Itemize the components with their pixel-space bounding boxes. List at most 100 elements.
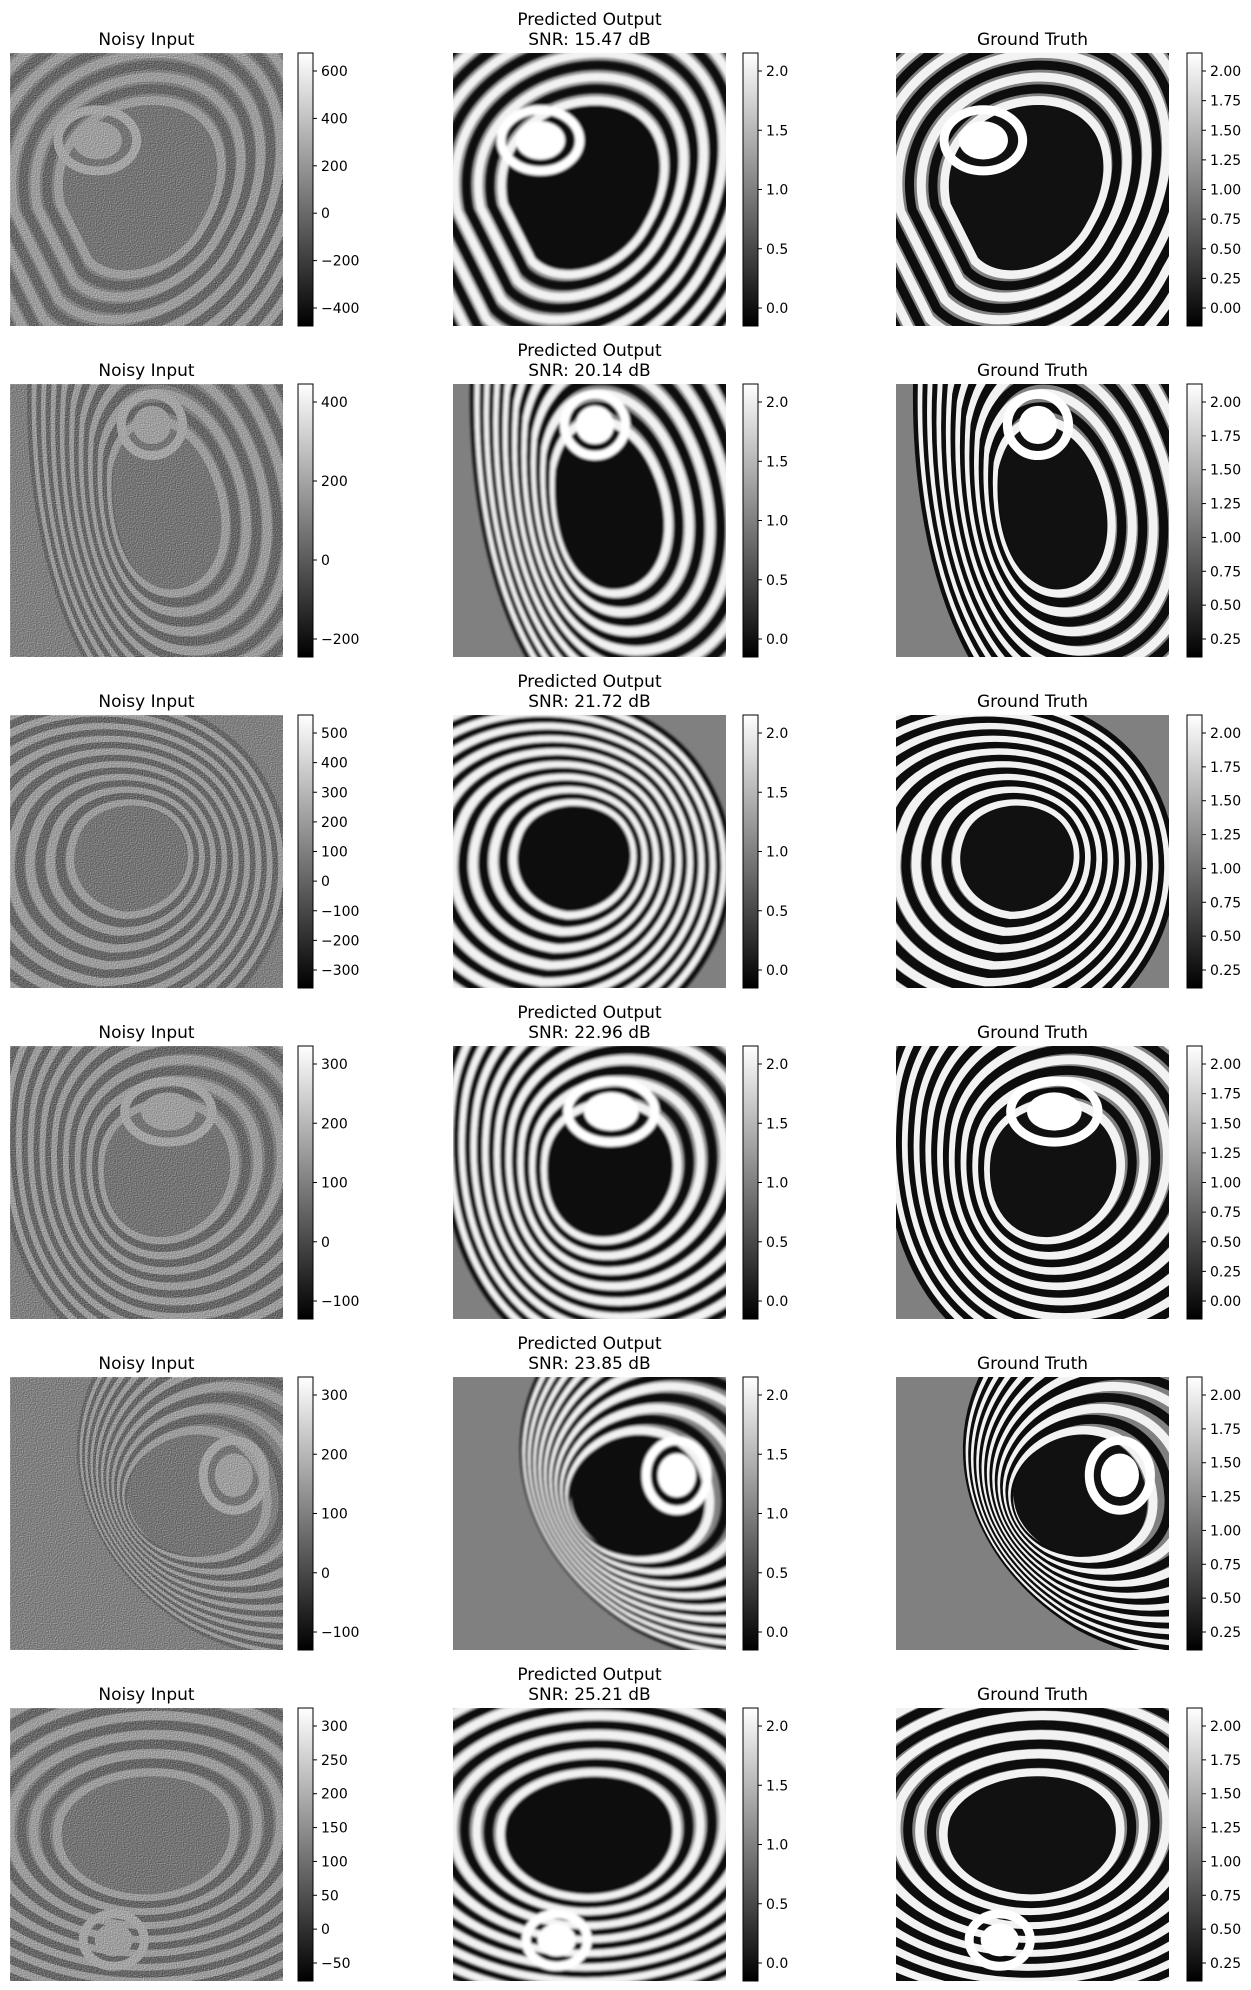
noisy-panel: Noisy Input 300 200 100 0 −100 — [10, 1023, 359, 1320]
colorbar-tick-label: 400 — [321, 395, 348, 411]
colorbar-tick: 100 — [313, 1854, 348, 1870]
colorbar-tick: −300 — [313, 963, 359, 979]
colorbar-tick: −400 — [313, 301, 359, 317]
colorbar-tick: 1.25 — [1202, 497, 1241, 513]
snr-label: SNR: 25.21 dB — [528, 1685, 650, 1705]
panel-title: Predicted Output — [517, 1334, 662, 1354]
colorbar-tick-label: 100 — [321, 1854, 348, 1870]
colorbar-tick: −200 — [313, 933, 359, 949]
colorbar-tick-label: 2.0 — [766, 1719, 788, 1735]
colorbar: 2.0 1.5 1.0 0.5 0.0 — [742, 714, 788, 989]
result-row: Noisy Input 400 200 0 −200 Predicted OutputSN… — [10, 341, 1241, 658]
colorbar-tick-label: 1.25 — [1210, 1490, 1241, 1506]
colorbar: 2.00 1.75 1.50 1.25 1.00 0.75 0.50 0.25 0.00 — [1186, 1045, 1241, 1320]
colorbar-tick-label: 0.0 — [766, 1956, 788, 1972]
colorbar-tick: 0.0 — [758, 1294, 788, 1310]
colorbar-tick-label: 0.0 — [766, 1294, 788, 1310]
snr-label: SNR: 22.96 dB — [528, 1023, 650, 1043]
colorbar-tick: 100 — [313, 1176, 348, 1192]
colorbar-tick: 2.00 — [1202, 1719, 1241, 1735]
colorbar-tick: 1.5 — [758, 1116, 788, 1132]
panel-title: Noisy Input — [98, 1354, 195, 1374]
colorbar-tick-label: 600 — [321, 64, 348, 80]
colorbar-tick-label: 0.0 — [766, 963, 788, 979]
result-row: Noisy Input 600 400 200 0 −200 −400 Predicted O… — [10, 10, 1241, 327]
fringe-image — [896, 715, 1169, 988]
colorbar-tick: 1.0 — [758, 514, 788, 530]
colorbar-tick-label: 250 — [321, 1753, 348, 1769]
fringe-image — [896, 384, 1169, 657]
truth-panel: Ground Truth 2.00 1.75 1.50 1.25 1.00 0.75 0.50… — [896, 361, 1241, 658]
colorbar-tick: 2.0 — [758, 726, 788, 742]
colorbar-tick: 300 — [313, 785, 348, 801]
colorbar: 2.0 1.5 1.0 0.5 0.0 — [742, 1376, 788, 1651]
colorbar-tick-label: 50 — [321, 1888, 339, 1904]
colorbar-tick: 0.00 — [1202, 301, 1241, 317]
colorbar: 500 400 300 200 100 0 −100 −200 −300 — [297, 714, 359, 989]
colorbar-tick-label: 1.5 — [766, 1778, 788, 1794]
colorbar-tick: 0.50 — [1202, 598, 1241, 614]
colorbar-tick-label: 1.50 — [1210, 123, 1241, 139]
colorbar-tick: −200 — [313, 254, 359, 270]
colorbar-tick-label: 0.75 — [1210, 1205, 1241, 1221]
colorbar-tick: 0 — [313, 206, 330, 222]
colorbar-tick: 2.00 — [1202, 395, 1241, 411]
colorbar: 600 400 200 0 −200 −400 — [297, 52, 359, 327]
colorbar-tick: 1.5 — [758, 123, 788, 139]
colorbar-tick: −100 — [313, 1294, 359, 1310]
panel-title: Noisy Input — [98, 1023, 195, 1043]
colorbar-tick-label: 0.25 — [1210, 1956, 1241, 1972]
colorbar-tick: 0.50 — [1202, 929, 1241, 945]
colorbar-tick-label: 0.75 — [1210, 1888, 1241, 1904]
colorbar-tick: 0 — [313, 1566, 330, 1582]
colorbar: 2.00 1.75 1.50 1.25 1.00 0.75 0.50 0.25 — [1186, 383, 1241, 658]
colorbar-tick: 100 — [313, 1507, 348, 1523]
colorbar-tick: 0.0 — [758, 632, 788, 648]
fringe-image — [453, 1046, 726, 1319]
colorbar-tick: 0.5 — [758, 573, 788, 589]
colorbar-tick-label: 0.75 — [1210, 212, 1241, 228]
colorbar-tick: 200 — [313, 1116, 348, 1132]
colorbar-tick-label: 0.50 — [1210, 242, 1241, 258]
colorbar-tick-label: 0 — [321, 874, 330, 890]
colorbar-tick-label: 200 — [321, 1787, 348, 1803]
colorbar-tick-label: 500 — [321, 726, 348, 742]
colorbar-tick-label: 0 — [321, 1922, 330, 1938]
colorbar-tick: 200 — [313, 1447, 348, 1463]
colorbar-tick: 1.25 — [1202, 1490, 1241, 1506]
colorbar-tick: 2.00 — [1202, 1057, 1241, 1073]
colorbar-tick-label: 1.75 — [1210, 1087, 1241, 1103]
fringe-image — [453, 1377, 726, 1650]
colorbar-tick-label: 1.25 — [1210, 1821, 1241, 1837]
colorbar-tick-label: 1.00 — [1210, 1523, 1241, 1539]
colorbar-tick-label: 1.5 — [766, 1116, 788, 1132]
colorbar-tick-label: 2.00 — [1210, 726, 1241, 742]
colorbar-tick-label: 0.0 — [766, 632, 788, 648]
colorbar-tick: 1.00 — [1202, 1523, 1241, 1539]
colorbar-tick: 300 — [313, 1388, 348, 1404]
colorbar-tick-label: 1.50 — [1210, 463, 1241, 479]
colorbar-tick: 0.0 — [758, 963, 788, 979]
colorbar-tick-label: 1.50 — [1210, 1116, 1241, 1132]
colorbar-tick: 1.25 — [1202, 1146, 1241, 1162]
panel-title: Predicted Output — [517, 672, 662, 692]
colorbar-tick-label: 0.25 — [1210, 632, 1241, 648]
colorbar-tick-label: 1.00 — [1210, 530, 1241, 546]
colorbar-tick-label: 0.25 — [1210, 1264, 1241, 1280]
colorbar-tick-label: 0.5 — [766, 242, 788, 258]
colorbar-tick-label: 300 — [321, 1719, 348, 1735]
colorbar-tick-label: 0.5 — [766, 1897, 788, 1913]
panel-title: Predicted Output — [517, 10, 662, 30]
result-row: Noisy Input 300 200 100 0 −100 Predicted Outpu… — [10, 1334, 1241, 1651]
result-row: Noisy Input 500 400 300 200 100 0 −100 −200 −300 P… — [10, 672, 1241, 989]
colorbar-tick: 1.00 — [1202, 1854, 1241, 1870]
colorbar-tick: 1.0 — [758, 845, 788, 861]
colorbar-tick-label: 1.50 — [1210, 794, 1241, 810]
colorbar-tick: 0 — [313, 553, 330, 569]
colorbar-tick: 1.5 — [758, 1447, 788, 1463]
colorbar-tick: 1.25 — [1202, 1821, 1241, 1837]
colorbar-tick-label: 400 — [321, 111, 348, 127]
